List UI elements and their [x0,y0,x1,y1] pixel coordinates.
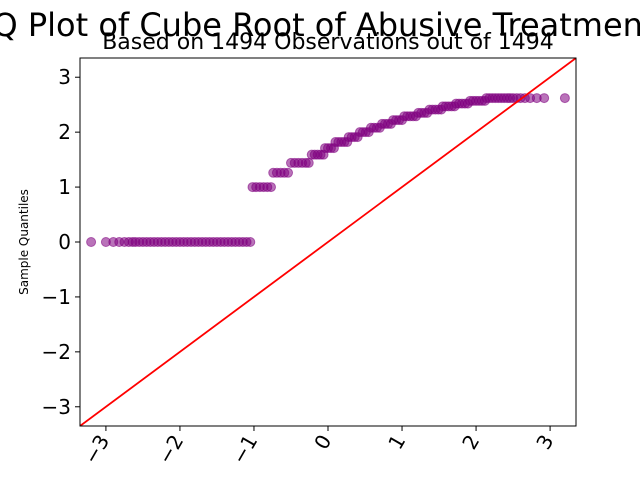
data-point [265,182,276,193]
y-tick-label: 2 [58,120,71,144]
x-tick-label: 0 [309,431,336,454]
y-tick-label: 1 [58,175,71,199]
x-tick-label: 1 [383,431,410,454]
y-tick-label: −2 [42,340,71,364]
x-tick-label: 3 [531,431,558,454]
x-tick-label: −2 [153,431,189,469]
reference-line [80,58,576,426]
plot-area: −3 −2 −1 0 1 2 3 −3 −2 −1 0 1 2 3 [42,57,577,469]
y-tick-label: −1 [42,285,71,309]
points-group [86,93,570,247]
chart-subtitle: Based on 1494 Observations out of 1494 [102,30,554,55]
data-point [245,237,256,247]
y-axis-label: Sample Quantiles [17,189,31,295]
data-point [303,157,314,168]
x-tick-label: −1 [227,431,263,469]
data-point [559,93,570,104]
y-tick-label: −3 [42,395,71,419]
y-tick-label: 3 [58,65,71,89]
data-point [539,93,550,104]
chart-title: Q-Q Plot of Cube Root of Abusive Treatme… [0,6,640,44]
data-point [283,167,294,178]
data-point [86,237,97,247]
y-tick-label: 0 [58,230,71,254]
x-tick-label: −3 [79,431,115,469]
x-tick-label: 2 [457,431,484,454]
